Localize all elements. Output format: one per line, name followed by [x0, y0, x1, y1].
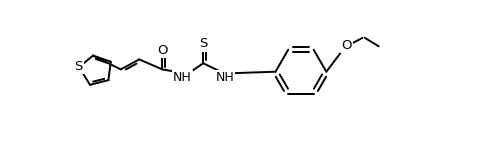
Text: O: O	[341, 39, 351, 52]
Text: S: S	[199, 37, 207, 51]
Text: S: S	[74, 60, 82, 73]
Text: NH: NH	[173, 71, 192, 84]
Text: NH: NH	[215, 71, 234, 84]
Text: O: O	[157, 44, 167, 57]
